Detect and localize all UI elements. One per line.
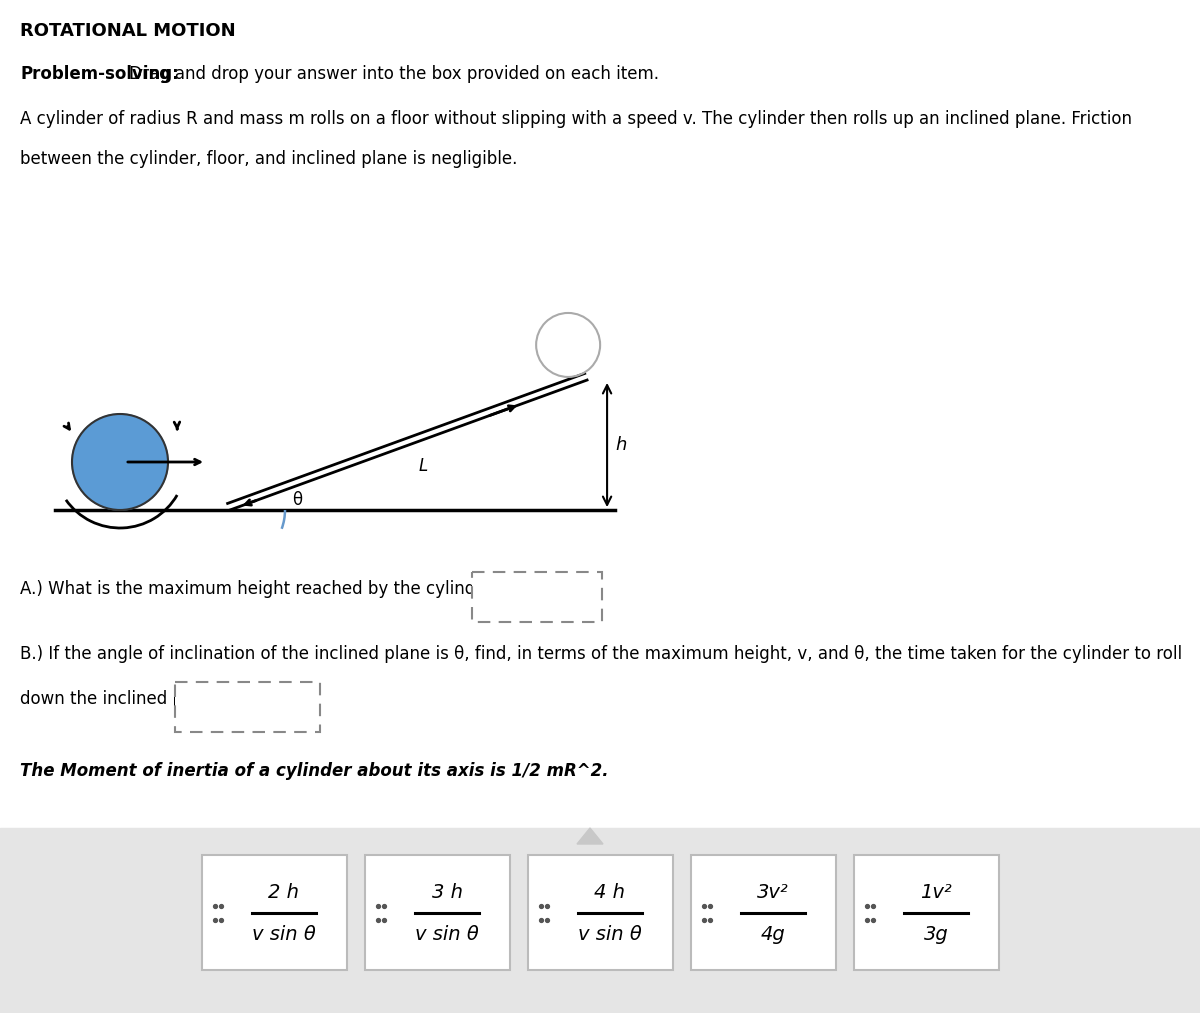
FancyBboxPatch shape	[202, 855, 347, 970]
Text: 4g: 4g	[761, 925, 785, 944]
Text: 3g: 3g	[924, 925, 948, 944]
Text: ROTATIONAL MOTION: ROTATIONAL MOTION	[20, 22, 235, 40]
Text: The Moment of inertia of a cylinder about its axis is 1/2 mR^2.: The Moment of inertia of a cylinder abou…	[20, 762, 608, 780]
Text: 1v²: 1v²	[920, 883, 952, 902]
Text: h: h	[616, 436, 626, 454]
Text: 3v²: 3v²	[757, 883, 788, 902]
Text: v sin θ: v sin θ	[415, 925, 479, 944]
Text: A.) What is the maximum height reached by the cylinder.: A.) What is the maximum height reached b…	[20, 580, 496, 598]
FancyBboxPatch shape	[175, 682, 320, 732]
Text: 2 h: 2 h	[269, 883, 300, 902]
Text: θ: θ	[292, 491, 302, 509]
Text: A cylinder of radius R and mass m rolls on a floor without slipping with a speed: A cylinder of radius R and mass m rolls …	[20, 110, 1132, 128]
Text: Drag and drop your answer into the box provided on each item.: Drag and drop your answer into the box p…	[124, 65, 659, 83]
Text: L: L	[419, 457, 427, 475]
FancyBboxPatch shape	[528, 855, 672, 970]
Text: 3 h: 3 h	[432, 883, 462, 902]
Circle shape	[72, 414, 168, 510]
FancyBboxPatch shape	[853, 855, 998, 970]
Polygon shape	[577, 828, 604, 844]
Bar	[0, 828, 1200, 1013]
FancyBboxPatch shape	[472, 572, 602, 622]
Text: v sin θ: v sin θ	[578, 925, 642, 944]
Text: B.) If the angle of inclination of the inclined plane is θ, find, in terms of th: B.) If the angle of inclination of the i…	[20, 645, 1182, 663]
Text: down the inclined plane.: down the inclined plane.	[20, 690, 223, 708]
FancyBboxPatch shape	[690, 855, 835, 970]
Text: Problem-solving:: Problem-solving:	[20, 65, 179, 83]
Text: between the cylinder, floor, and inclined plane is negligible.: between the cylinder, floor, and incline…	[20, 150, 517, 168]
Text: v sin θ: v sin θ	[252, 925, 316, 944]
FancyBboxPatch shape	[365, 855, 510, 970]
Text: 4 h: 4 h	[594, 883, 625, 902]
